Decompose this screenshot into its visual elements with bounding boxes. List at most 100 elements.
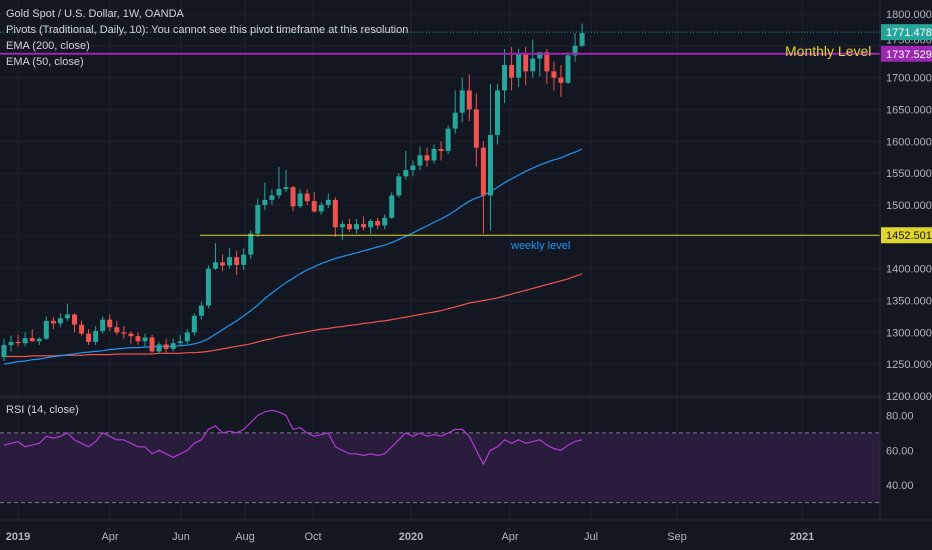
ema200-legend[interactable]: EMA (200, close) (6, 40, 90, 52)
candle-body (537, 52, 543, 59)
candle-body (361, 224, 367, 228)
weekly-level-label: weekly level (511, 240, 571, 252)
candle-body (22, 338, 28, 344)
time-tick-label: 2021 (790, 531, 814, 543)
candle-body (213, 262, 218, 269)
price-tick-label: 1500.000 (886, 200, 932, 212)
candle-body (114, 327, 120, 333)
rsi-tick-label: 80.00 (886, 410, 914, 422)
candle-body (558, 77, 564, 83)
ema200-series (4, 273, 583, 358)
price-tick-label: 1200.000 (886, 391, 932, 403)
candle-body (64, 314, 70, 319)
candle-body (121, 332, 127, 334)
time-tick-label: 2020 (399, 531, 423, 543)
candle-body (445, 128, 451, 151)
candle-body (234, 257, 240, 265)
time-tick-label: Jun (172, 531, 190, 543)
candle-body (487, 134, 493, 196)
candle-body (318, 205, 324, 212)
candle-body (177, 341, 183, 344)
candle-body (269, 195, 275, 200)
candle-body (382, 217, 388, 226)
price-tick-label: 1600.000 (886, 136, 932, 148)
price-tick-label: 1800.000 (886, 9, 932, 21)
ema50-legend[interactable]: EMA (50, close) (6, 56, 84, 68)
price-tick-label: 1250.000 (886, 359, 932, 371)
level-lines (0, 31, 932, 398)
candle-body (572, 45, 578, 56)
symbol-title[interactable]: Gold Spot / U.S. Dollar, 1W, OANDA (6, 8, 184, 20)
price-tick-label: 1350.000 (886, 296, 932, 308)
price-tick-label: 1300.000 (886, 327, 932, 339)
candle-body (227, 257, 233, 266)
candle-body (107, 319, 113, 328)
candle-body (241, 254, 247, 265)
candle-body (417, 155, 423, 166)
candles-series[interactable] (1, 23, 585, 361)
weekly-price-tag-bg (881, 227, 932, 244)
candle-body (530, 58, 536, 72)
candle-body (57, 318, 63, 324)
monthly-price-tag: 1737.529 (886, 49, 932, 61)
candle-body (579, 33, 585, 46)
candle-body (473, 109, 479, 148)
candle-body (1, 345, 7, 358)
last-price-tag-bg (881, 24, 932, 41)
time-tick-label: 2019 (6, 531, 30, 543)
candle-body (79, 324, 85, 334)
candle-body (332, 199, 338, 228)
price-tick-label: 1700.000 (886, 73, 932, 85)
time-tick-label: Apr (501, 531, 518, 543)
candle-body (304, 193, 310, 202)
rsi-pane (0, 409, 880, 504)
candle-body (509, 64, 515, 78)
candle-body (368, 220, 374, 228)
candle-body (354, 224, 359, 230)
monthly-level-label: Monthly Level (785, 43, 872, 59)
time-tick-label: Oct (304, 531, 321, 543)
candle-body (325, 199, 331, 205)
candle-body (502, 64, 508, 91)
price-tick-label: 1400.000 (886, 264, 932, 276)
candle-body (495, 90, 500, 135)
monthly-price-tag-bg (881, 45, 932, 62)
time-tick-label: Jul (584, 531, 598, 543)
pivots-legend[interactable]: Pivots (Traditional, Daily, 10): You can… (6, 24, 409, 36)
candle-body (276, 189, 282, 196)
candle-body (311, 201, 317, 212)
rsi-legend[interactable]: RSI (14, close) (6, 404, 79, 416)
candle-body (262, 199, 268, 205)
candle-body (431, 148, 437, 161)
rsi-line (3, 409, 583, 466)
candle-body (72, 314, 77, 325)
candle-body (452, 112, 458, 129)
rsi-band (0, 432, 880, 503)
candle-body (410, 165, 416, 170)
candle-body (163, 344, 169, 349)
candle-body (459, 90, 465, 113)
candle-body (516, 53, 522, 78)
candle-body (551, 71, 557, 78)
candle-body (43, 320, 49, 339)
candle-body (389, 195, 395, 218)
candle-body (466, 90, 472, 110)
candle-body (36, 338, 42, 342)
candle-body (523, 53, 529, 72)
candle-body (156, 344, 162, 352)
candle-body (205, 268, 211, 306)
candle-body (565, 55, 571, 83)
weekly-price-tag: 1452.501 (886, 230, 932, 242)
time-tick-label: Aug (235, 531, 255, 543)
candle-body (220, 262, 226, 266)
candle-body (93, 331, 99, 342)
candle-body (8, 341, 14, 346)
candle-body (170, 343, 176, 349)
candle-body (255, 205, 261, 234)
candle-body (100, 319, 106, 332)
candle-body (438, 148, 444, 151)
candle-body (283, 187, 289, 190)
candle-body (396, 176, 402, 196)
candle-body (424, 155, 430, 161)
